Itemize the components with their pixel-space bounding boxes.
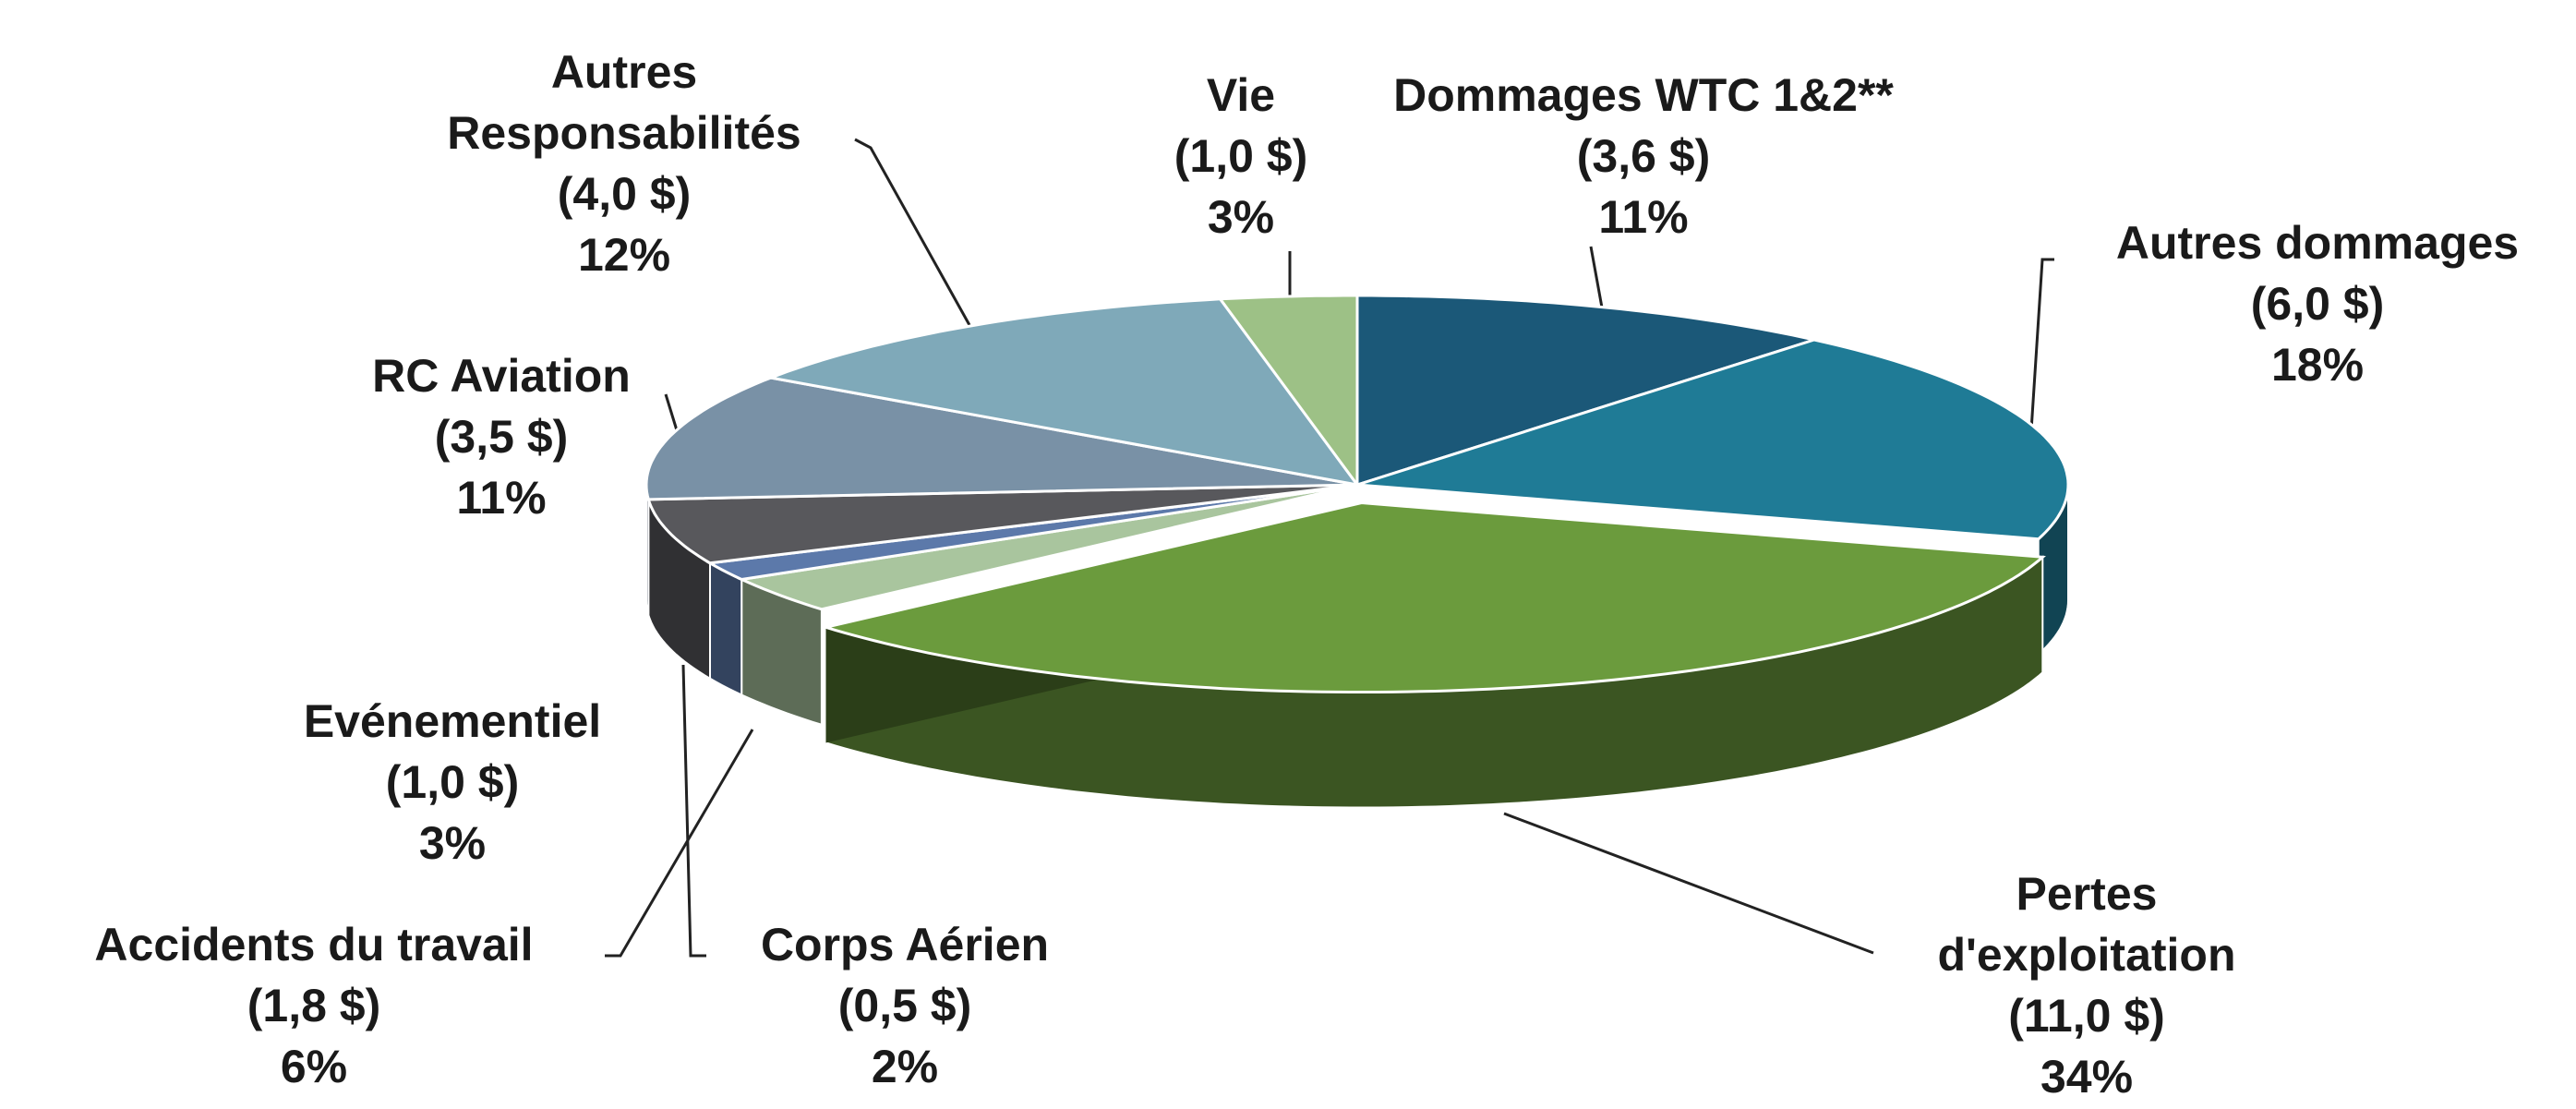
leader-line	[605, 729, 754, 958]
leader-lines	[605, 138, 2054, 958]
slice	[644, 376, 1358, 501]
slice-tops	[644, 294, 2070, 693]
slice-label: Evénementiel (1,0 $) 3%	[175, 691, 729, 874]
slice-amount: (1,8 $)	[247, 980, 381, 1031]
leader-line	[681, 664, 706, 958]
slice-label: Corps Aérien (0,5 $) 2%	[665, 914, 1145, 1097]
slice-name: Corps Aérien	[760, 919, 1050, 970]
slice-label: Dommages WTC 1&2** (3,6 $) 11%	[1385, 65, 1902, 247]
slice	[646, 483, 1358, 565]
slice-side	[709, 561, 743, 697]
slice	[820, 501, 2046, 693]
slice-percent: 12%	[577, 229, 671, 281]
slice-label: Vie (1,0 $) 3%	[1102, 65, 1379, 247]
slice-amount: (1,0 $)	[385, 756, 520, 808]
slice-label: Accidents du travail (1,8 $) 6%	[18, 914, 609, 1097]
slice-percent: 11%	[1598, 191, 1689, 243]
slice-percent: 3%	[418, 817, 487, 869]
leader-line	[1503, 812, 1874, 955]
slice-name: Accidents du travail	[94, 919, 534, 970]
slice-percent: 18%	[2270, 339, 2365, 391]
slice-label: RC Aviation (3,5 $) 11%	[271, 345, 732, 528]
slice-label: Pertes d'exploitation (11,0 $) 34%	[1870, 863, 2304, 1107]
slice	[1217, 294, 1359, 489]
slice-label: Autres Responsabilités (4,0 $) 12%	[384, 42, 864, 285]
slice-amount: (0,5 $)	[837, 980, 972, 1031]
slice-amount: (3,6 $)	[1576, 130, 1711, 182]
slice-name: Autres dommages	[2115, 217, 2520, 269]
slice-name: Evénementiel	[303, 695, 602, 747]
slice	[736, 483, 1358, 611]
slice-percent: 34%	[2040, 1051, 2134, 1103]
slice	[1355, 294, 1820, 488]
slice-name: RC Aviation	[372, 350, 631, 402]
slice-label: Autres dommages (6,0 $) 18%	[1994, 212, 2576, 395]
slice	[765, 297, 1361, 488]
slice-amount: (4,0 $)	[557, 168, 692, 220]
slice-amount: (1,0 $)	[1174, 130, 1308, 182]
leader-line	[854, 138, 971, 326]
slice-percent: 11%	[456, 472, 547, 524]
slice-name: Autres Responsabilités	[447, 46, 801, 159]
slice-amount: (6,0 $)	[2250, 278, 2385, 330]
slice-percent: 6%	[280, 1041, 348, 1092]
leader-line	[2029, 258, 2054, 431]
slice-name: Pertes d'exploitation	[1937, 868, 2236, 981]
slice-name: Vie	[1206, 69, 1276, 121]
slice-amount: (11,0 $)	[2008, 990, 2165, 1042]
slice-percent: 2%	[871, 1041, 939, 1092]
leader-line	[664, 393, 679, 431]
slice-amount: (3,5 $)	[434, 411, 569, 463]
leader-line	[1589, 246, 1604, 308]
slice	[1356, 338, 2070, 541]
slice-name: Dommages WTC 1&2**	[1393, 69, 1894, 121]
slice-percent: 3%	[1207, 191, 1275, 243]
